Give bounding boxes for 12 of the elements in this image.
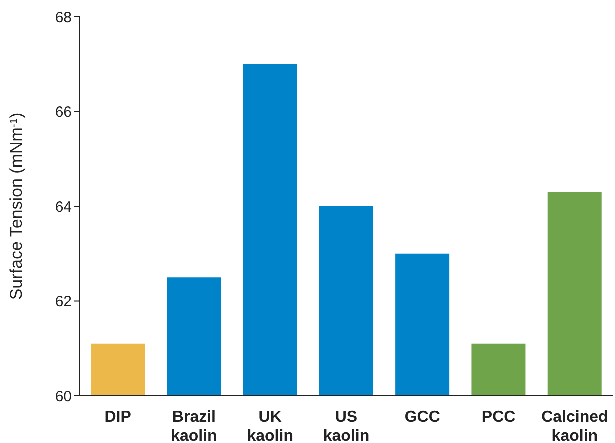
x-tick-label: PCC [482, 409, 516, 426]
y-tick-label: 60 [55, 388, 72, 406]
y-tick-label: 62 [55, 294, 72, 311]
x-tick-label: GCC [404, 409, 441, 426]
y-tick-label: 68 [55, 9, 72, 26]
x-tick-label: DIP [104, 409, 132, 426]
y-tick-label: 64 [55, 198, 72, 216]
x-tick-label: UK kaolin [247, 409, 294, 443]
x-tick-label: Brazil kaolin [171, 409, 218, 443]
y-tick-label: 66 [55, 104, 72, 122]
x-tick-label: Calcined kaolin [542, 409, 608, 443]
x-tick-label: US kaolin [323, 409, 370, 443]
